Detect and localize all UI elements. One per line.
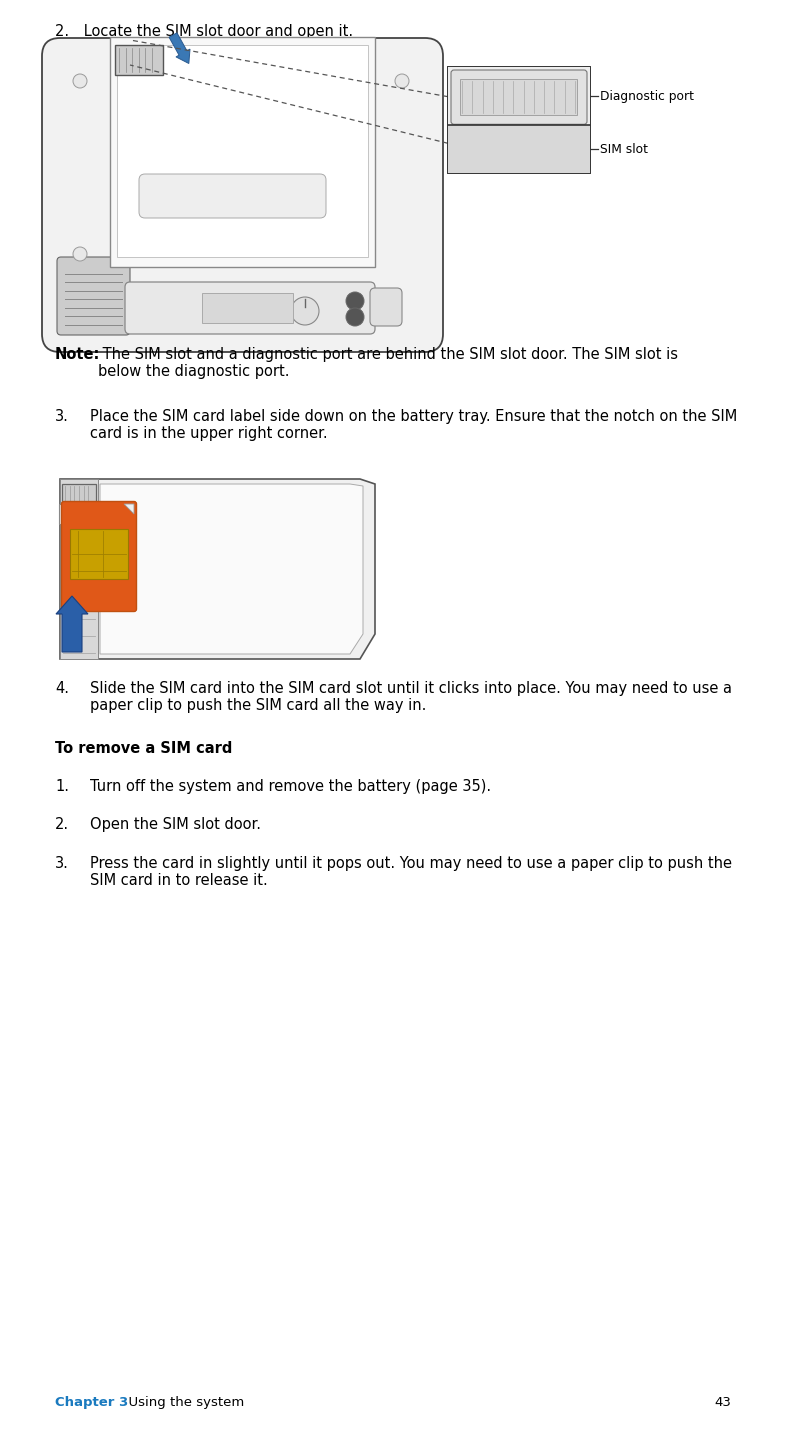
FancyBboxPatch shape (42, 39, 443, 352)
Text: 3.: 3. (55, 409, 69, 424)
Ellipse shape (257, 71, 273, 81)
Bar (460, 79, 577, 116)
Text: Place the SIM card label side down on the battery tray. Ensure that the notch on: Place the SIM card label side down on th… (90, 409, 737, 442)
Text: 43: 43 (714, 1396, 731, 1409)
Text: To remove a SIM card: To remove a SIM card (55, 742, 233, 756)
Circle shape (73, 247, 87, 262)
Text: Press the card in slightly until it pops out. You may need to use a paper clip t: Press the card in slightly until it pops… (90, 856, 732, 889)
Text: Open the SIM slot door.: Open the SIM slot door. (90, 817, 261, 832)
FancyBboxPatch shape (125, 282, 375, 334)
Circle shape (129, 284, 153, 309)
Text: Diagnostic port: Diagnostic port (600, 90, 694, 103)
Bar (202, 293, 293, 323)
Ellipse shape (197, 71, 213, 81)
Text: Turn off the system and remove the battery (page 35).: Turn off the system and remove the batte… (90, 779, 491, 795)
Text: SIM slot: SIM slot (600, 143, 648, 156)
Bar (448, 67, 590, 126)
Bar (110, 37, 375, 267)
Text: Chapter 3: Chapter 3 (55, 1396, 128, 1409)
Text: 2. Locate the SIM slot door and open it.: 2. Locate the SIM slot door and open it. (55, 24, 353, 39)
Polygon shape (60, 479, 375, 659)
Circle shape (346, 292, 364, 310)
Ellipse shape (317, 71, 333, 81)
Text: The SIM slot and a diagnostic port are behind the SIM slot door. The SIM slot is: The SIM slot and a diagnostic port are b… (98, 347, 678, 380)
Bar (60, 479, 98, 659)
Circle shape (346, 309, 364, 326)
Text: Using the system: Using the system (120, 1396, 244, 1409)
Text: 4.: 4. (55, 682, 69, 696)
Bar (62, 484, 96, 506)
FancyBboxPatch shape (57, 257, 130, 334)
Circle shape (291, 297, 319, 324)
Circle shape (395, 74, 409, 89)
Bar (448, 126, 590, 173)
Bar (117, 44, 368, 257)
Polygon shape (100, 484, 363, 654)
FancyArrow shape (56, 596, 88, 652)
Bar (448, 67, 590, 173)
FancyArrow shape (169, 33, 190, 63)
FancyBboxPatch shape (139, 174, 326, 219)
Text: 3.: 3. (55, 856, 69, 872)
Polygon shape (124, 504, 134, 514)
FancyBboxPatch shape (370, 289, 402, 326)
FancyBboxPatch shape (451, 70, 587, 124)
Text: 1.: 1. (55, 779, 69, 795)
Text: 2.: 2. (55, 817, 69, 832)
Bar (59, 504, 99, 524)
Bar (70, 529, 128, 579)
Text: Slide the SIM card into the SIM card slot until it clicks into place. You may ne: Slide the SIM card into the SIM card slo… (90, 682, 732, 713)
Text: Note:: Note: (55, 347, 101, 362)
Circle shape (73, 74, 87, 89)
Bar (115, 44, 163, 74)
FancyBboxPatch shape (61, 502, 137, 612)
